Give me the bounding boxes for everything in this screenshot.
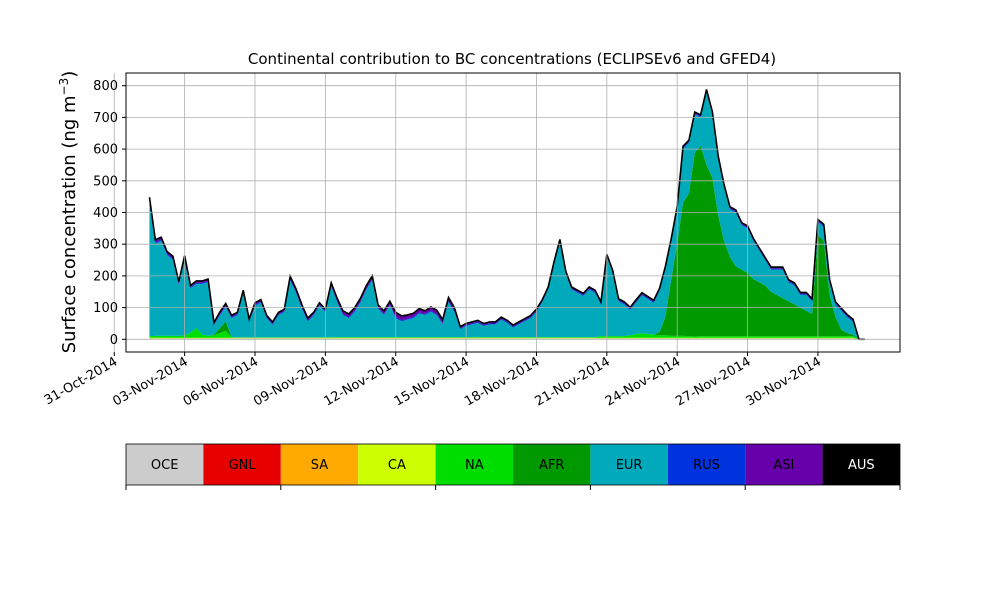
y-axis-label-exponent: −3 [57,78,71,96]
y-tick-label: 500 [93,174,118,189]
legend-swatch-na [435,444,513,485]
legend-swatch-gnl [203,444,281,485]
legend-label-na: NA [465,458,484,473]
legend-label-rus: RUS [693,458,720,473]
legend-label-gnl: GNL [229,458,257,473]
y-tick-label: 100 [93,301,118,316]
legend-colorbar: OCE GNL SA CA NA AFR EUR RUS ASI AUS [125,443,901,490]
x-tick-label: 24-Nov-2014 [603,354,683,409]
plot-area [113,72,901,353]
legend-swatch-eur [590,444,668,485]
x-tick-label: 15-Nov-2014 [392,354,472,409]
legend-label-aus: AUS [848,458,875,473]
area-afr [149,145,865,340]
legend-frame [125,443,901,486]
y-tick-label: 200 [93,269,118,284]
legend-label-oce: OCE [151,458,179,473]
x-tick-label: 18-Nov-2014 [462,354,542,409]
area-eur [149,92,865,340]
grid [113,73,900,352]
chart-title: Continental contribution to BC concentra… [248,50,776,68]
x-tick-label: 06-Nov-2014 [181,354,261,409]
y-axis-label-close: ) [59,71,80,78]
legend-label-afr: AFR [539,458,564,473]
total-line [148,89,865,341]
legend-swatch-rus [667,444,746,485]
legend-swatch-oce [126,444,204,485]
legend-swatch-afr [513,444,591,485]
y-axis-label-main: Surface concentration (ng m [59,95,80,353]
legend-label-sa: SA [311,458,328,473]
y-tick-label: 700 [93,111,118,126]
y-axis: 0 100 200 300 400 500 600 700 800 [93,79,126,348]
legend-swatch-asi [745,444,823,485]
x-axis: 31-Oct-201403-Nov-201406-Nov-201409-Nov-… [42,352,824,409]
area-na [149,328,865,340]
legend-swatch-aus [822,444,900,485]
x-tick-label: 27-Nov-2014 [673,354,753,409]
x-tick-label: 31-Oct-2014 [42,354,120,408]
x-tick-label: 09-Nov-2014 [251,354,331,409]
y-tick-label: 600 [93,143,118,158]
area-ca [149,337,865,340]
legend-swatch-ca [358,444,436,485]
x-tick-label: 03-Nov-2014 [110,354,190,409]
legend-label-ca: CA [388,458,406,473]
legend-label-eur: EUR [616,458,643,473]
y-tick-label: 300 [93,238,118,253]
legend-swatch-sa [280,444,359,485]
x-tick-label: 30-Nov-2014 [744,354,824,409]
x-tick-label: 12-Nov-2014 [321,354,401,409]
y-tick-label: 800 [93,79,118,94]
y-axis-label: Surface concentration (ng m−3) [57,71,80,354]
legend-label-asi: ASI [773,458,794,473]
x-tick-label: 21-Nov-2014 [533,354,613,409]
y-tick-label: 400 [93,206,118,221]
y-tick-label: 0 [110,333,118,348]
